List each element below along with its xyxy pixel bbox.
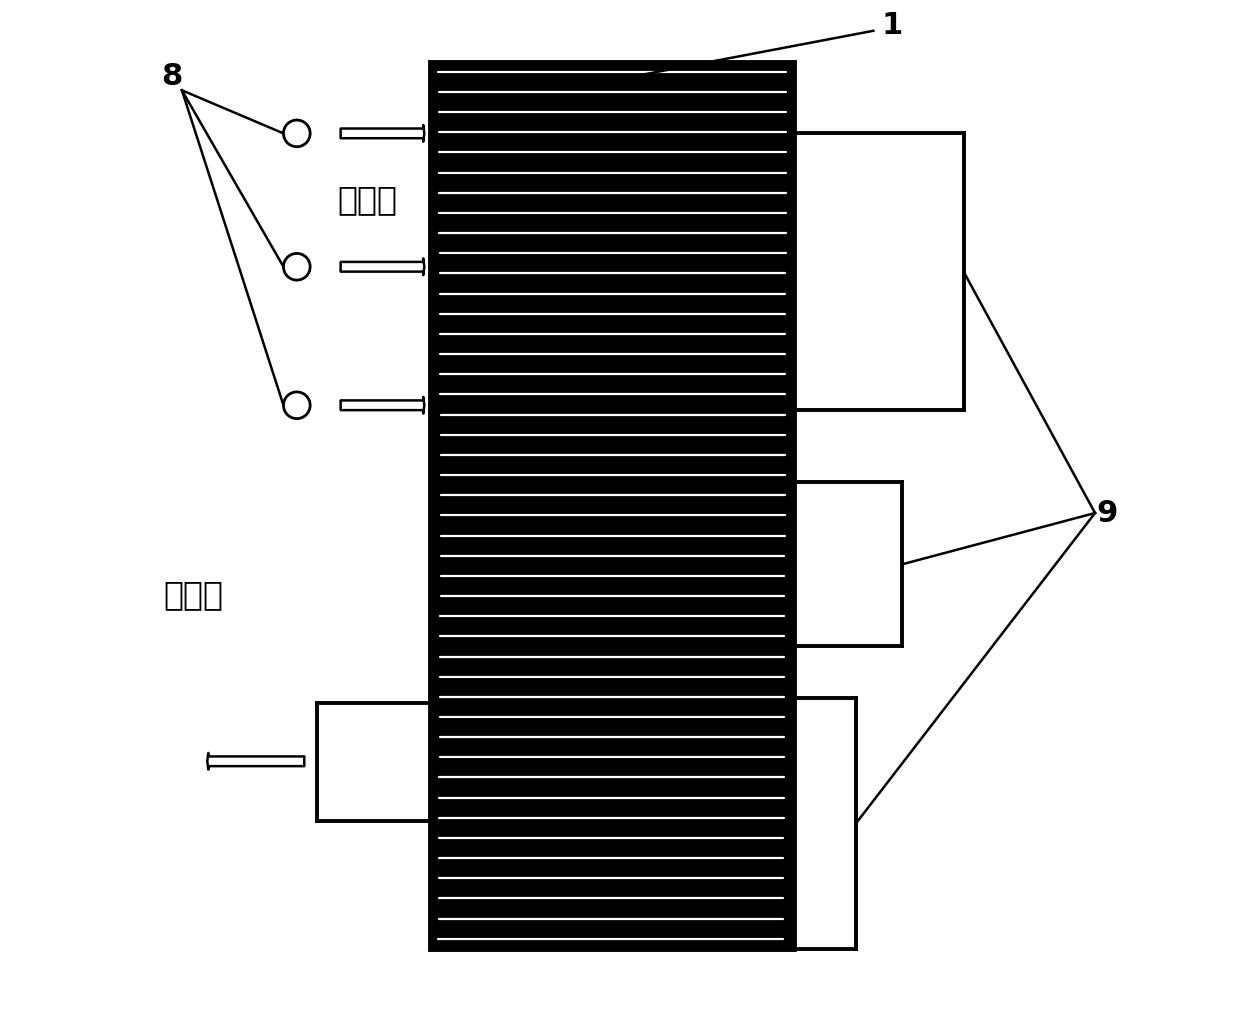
Bar — [430, 62, 795, 949]
Circle shape — [284, 120, 310, 147]
Circle shape — [284, 392, 310, 419]
Bar — [430, 62, 795, 949]
Text: 出水口: 出水口 — [164, 579, 223, 611]
Circle shape — [284, 253, 310, 280]
Text: 8: 8 — [161, 63, 182, 91]
Text: 入水口: 入水口 — [337, 184, 398, 216]
Text: 9: 9 — [1096, 499, 1118, 527]
Text: 1: 1 — [882, 11, 903, 40]
